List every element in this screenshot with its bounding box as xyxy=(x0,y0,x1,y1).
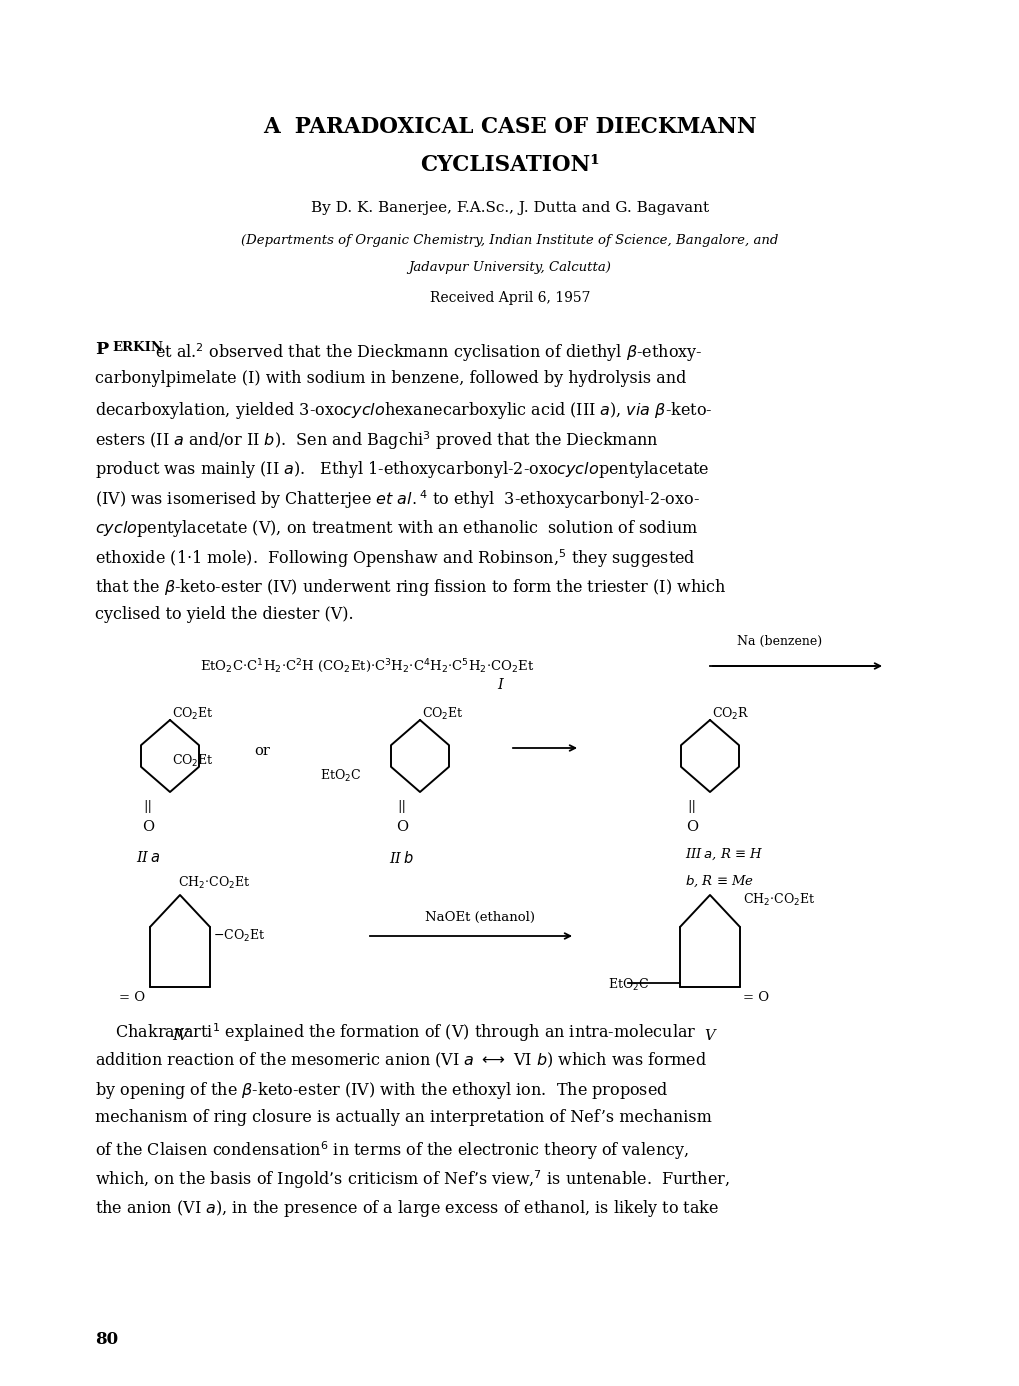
Text: CH$_2$$\cdot$CO$_2$Et: CH$_2$$\cdot$CO$_2$Et xyxy=(742,893,814,908)
Text: I: I xyxy=(496,678,502,692)
Text: carbonylpimelate (I) with sodium in benzene, followed by hydrolysis and: carbonylpimelate (I) with sodium in benz… xyxy=(95,370,686,388)
Text: (IV) was isomerised by Chatterjee $et$ $al.^4$ to ethyl  3-ethoxycarbonyl-2-oxo-: (IV) was isomerised by Chatterjee $et$ $… xyxy=(95,488,699,511)
Text: EtO$_2$C: EtO$_2$C xyxy=(607,977,649,992)
Text: ||: || xyxy=(397,800,407,814)
Text: II $a$: II $a$ xyxy=(136,850,160,865)
Text: CO$_2$R: CO$_2$R xyxy=(711,705,749,722)
Text: P: P xyxy=(95,341,108,358)
Text: O: O xyxy=(395,821,408,834)
Text: V: V xyxy=(704,1028,714,1044)
Text: NaOEt (ethanol): NaOEt (ethanol) xyxy=(425,911,535,924)
Text: EtO$_2$C$\cdot$C$^1$H$_2$$\cdot$C$^2$H (CO$_2$Et)$\cdot$C$^3$H$_2$$\cdot$C$^4$H$: EtO$_2$C$\cdot$C$^1$H$_2$$\cdot$C$^2$H (… xyxy=(200,657,534,675)
Text: Na (benzene): Na (benzene) xyxy=(737,635,821,649)
Text: O: O xyxy=(142,821,154,834)
Text: or: or xyxy=(254,744,270,758)
Text: = O: = O xyxy=(119,991,145,1003)
Text: which, on the basis of Ingold’s criticism of Nef’s view,$^7$ is untenable.  Furt: which, on the basis of Ingold’s criticis… xyxy=(95,1168,730,1191)
Text: mechanism of ring closure is actually an interpretation of Nef’s mechanism: mechanism of ring closure is actually an… xyxy=(95,1110,711,1127)
Text: by opening of the $\beta$-keto-ester (IV) with the ethoxyl ion.  The proposed: by opening of the $\beta$-keto-ester (IV… xyxy=(95,1080,667,1100)
Text: CO$_2$Et: CO$_2$Et xyxy=(172,753,214,769)
Text: the anion (VI $a$), in the presence of a large excess of ethanol, is likely to t: the anion (VI $a$), in the presence of a… xyxy=(95,1198,718,1220)
Text: CH$_2$$\cdot$CO$_2$Et: CH$_2$$\cdot$CO$_2$Et xyxy=(178,875,250,891)
Text: (Departments of Organic Chemistry, Indian Institute of Science, Bangalore, and: (Departments of Organic Chemistry, India… xyxy=(242,234,777,247)
Text: Received April 6, 1957: Received April 6, 1957 xyxy=(429,291,590,305)
Text: Jadavpur University, Calcutta): Jadavpur University, Calcutta) xyxy=(409,261,610,274)
Text: esters (II $a$ and/or II $b$).  Sen and Bagchi$^3$ proved that the Dieckmann: esters (II $a$ and/or II $b$). Sen and B… xyxy=(95,430,658,452)
Text: O: O xyxy=(685,821,697,834)
Text: $b$, R ≡ Me: $b$, R ≡ Me xyxy=(685,875,753,890)
Text: IV: IV xyxy=(171,1028,187,1044)
Text: $\it{cyclo}$pentylacetate (V), on treatment with an ethanolic  solution of sodiu: $\it{cyclo}$pentylacetate (V), on treatm… xyxy=(95,518,698,539)
Text: ethoxide (1$\cdot$1 mole).  Following Openshaw and Robinson,$^5$ they suggested: ethoxide (1$\cdot$1 mole). Following Ope… xyxy=(95,547,695,570)
Text: II $b$: II $b$ xyxy=(389,850,415,866)
Text: addition reaction of the mesomeric anion (VI $a$ $\longleftrightarrow$ VI $b$) w: addition reaction of the mesomeric anion… xyxy=(95,1051,706,1070)
Text: III $a$, R ≡ H: III $a$, R ≡ H xyxy=(685,847,762,862)
Text: By D. K. Banerjee, F.A.Sc., J. Dutta and G. Bagavant: By D. K. Banerjee, F.A.Sc., J. Dutta and… xyxy=(311,201,708,215)
Text: product was mainly (II $a$).   Ethyl 1-ethoxycarbonyl-2-oxo$\it{cyclo}$pentylace: product was mainly (II $a$). Ethyl 1-eth… xyxy=(95,459,709,480)
Text: et al.$^2$ observed that the Dieckmann cyclisation of diethyl $\beta$-ethoxy-: et al.$^2$ observed that the Dieckmann c… xyxy=(151,341,702,363)
Text: Chakravarti$^1$ explained the formation of (V) through an intra-molecular: Chakravarti$^1$ explained the formation … xyxy=(95,1021,696,1044)
Text: decarboxylation, yielded 3-oxo$\it{cyclo}$hexanecarboxylic acid (III $a$), $via$: decarboxylation, yielded 3-oxo$\it{cyclo… xyxy=(95,401,711,421)
Text: CYCLISATION¹: CYCLISATION¹ xyxy=(420,154,599,176)
Text: A  PARADOXICAL CASE OF DIECKMANN: A PARADOXICAL CASE OF DIECKMANN xyxy=(263,116,756,139)
Text: ||: || xyxy=(687,800,696,814)
Text: $-$CO$_2$Et: $-$CO$_2$Et xyxy=(213,929,265,944)
Text: cyclised to yield the diester (V).: cyclised to yield the diester (V). xyxy=(95,607,354,624)
Text: CO$_2$Et: CO$_2$Et xyxy=(172,705,214,722)
Text: 80: 80 xyxy=(95,1331,118,1349)
Text: of the Claisen condensation$^6$ in terms of the electronic theory of valency,: of the Claisen condensation$^6$ in terms… xyxy=(95,1139,688,1161)
Text: that the $\beta$-keto-ester (IV) underwent ring fission to form the triester (I): that the $\beta$-keto-ester (IV) underwe… xyxy=(95,577,726,597)
Text: ||: || xyxy=(144,800,153,814)
Text: CO$_2$Et: CO$_2$Et xyxy=(422,705,464,722)
Text: EtO$_2$C: EtO$_2$C xyxy=(320,768,361,784)
Text: ERKIN: ERKIN xyxy=(112,341,163,353)
Text: = O: = O xyxy=(742,991,768,1003)
